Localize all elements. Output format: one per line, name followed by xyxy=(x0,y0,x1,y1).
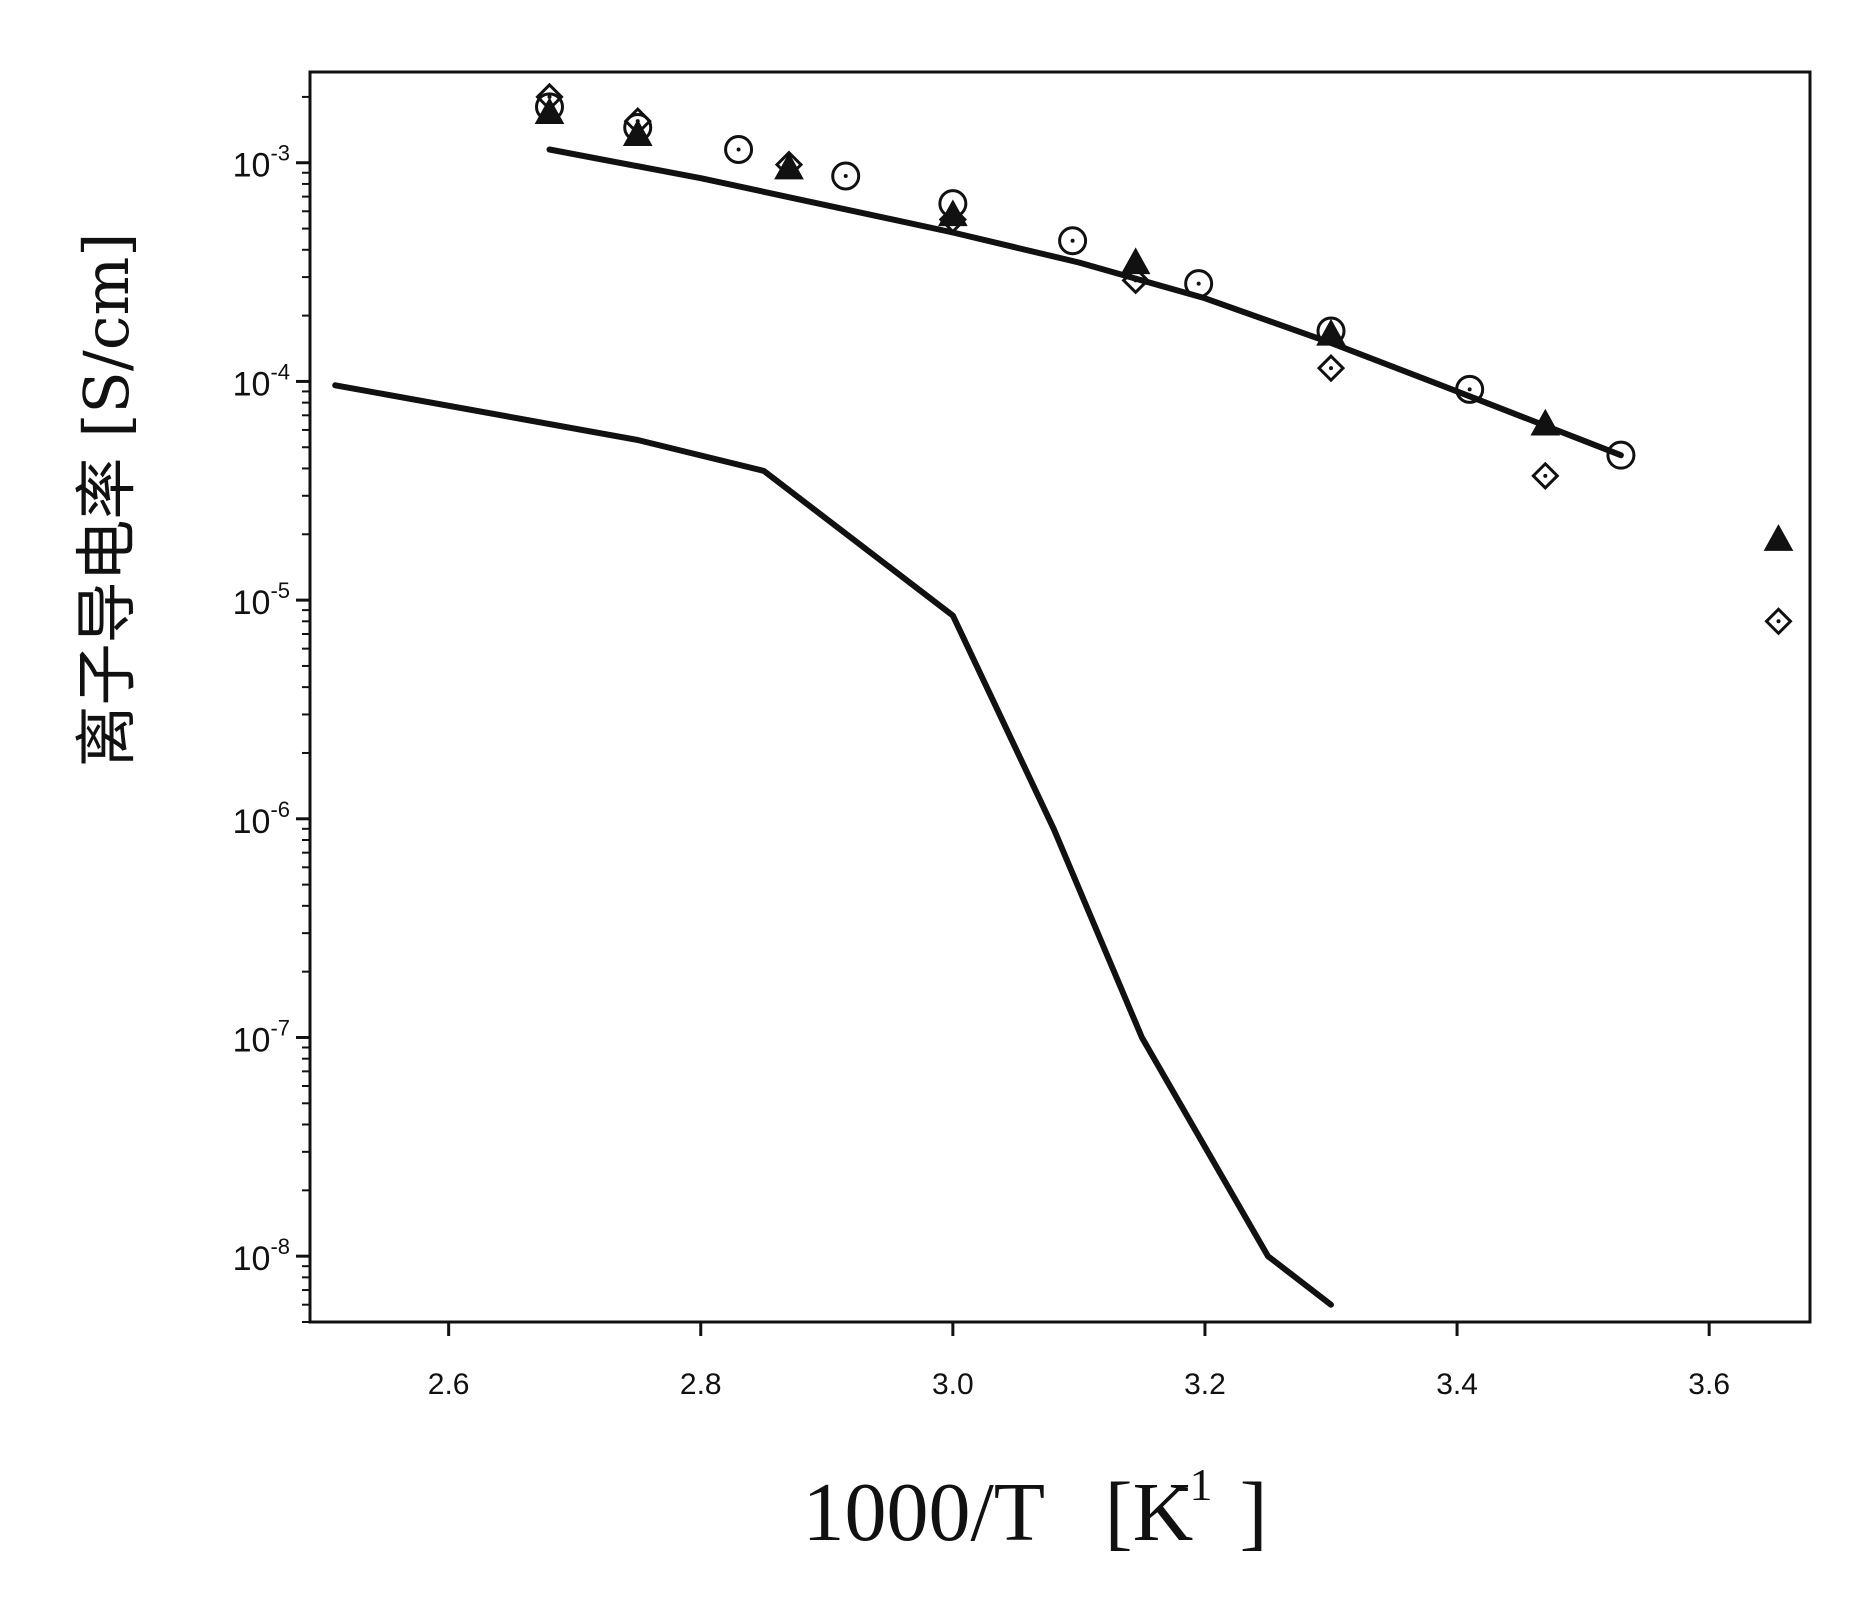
data-point-diamond-dot xyxy=(1776,619,1780,623)
y-tick-label-base: 10 xyxy=(233,584,271,622)
y-tick-label-base: 10 xyxy=(233,147,271,185)
data-point-circle-dot xyxy=(737,147,741,151)
y-tick-label: 10-4 xyxy=(233,359,290,403)
x-axis-title-unit-sup: -1 xyxy=(1174,1459,1212,1510)
data-point-diamond-dot xyxy=(547,95,551,99)
y-tick-label-exp: -5 xyxy=(270,578,290,603)
x-tick-label: 2.8 xyxy=(680,1368,722,1401)
x-axis-ticks: 2.6 2.8 3.0 3.2 3.4 3.6 xyxy=(428,1322,1730,1401)
x-tick-label: 3.0 xyxy=(932,1368,974,1401)
x-tick-label: 3.2 xyxy=(1184,1368,1226,1401)
y-tick-label-exp: -6 xyxy=(270,797,290,822)
data-point-diamond-dot xyxy=(636,119,640,123)
series-line-1 xyxy=(335,385,1331,1304)
y-tick-label: 10-3 xyxy=(233,141,290,185)
y-tick-label-exp: -3 xyxy=(270,141,290,166)
data-point-circle-dot xyxy=(1071,239,1075,243)
data-point-circle-dot xyxy=(1619,453,1623,457)
data-point-triangle xyxy=(1764,525,1792,550)
data-point-diamond-dot xyxy=(951,218,955,222)
data-point-diamond-dot xyxy=(1134,278,1138,282)
x-axis-title-main: 1000/T xyxy=(802,1466,1043,1559)
x-tick-label: 3.4 xyxy=(1436,1368,1478,1401)
y-tick-label: 10-5 xyxy=(233,578,290,622)
y-tick-label-base: 10 xyxy=(233,1021,271,1059)
y-axis-ticks: 10-310-410-510-610-710-8 xyxy=(233,141,310,1278)
data-point-circle-dot xyxy=(1197,282,1201,286)
data-point-diamond-dot xyxy=(787,163,791,167)
x-tick-label: 2.6 xyxy=(428,1368,470,1401)
series-line-0 xyxy=(550,150,1621,456)
y-tick-label: 10-7 xyxy=(233,1015,290,1059)
x-axis-title: 1000/T [K -1 ] xyxy=(802,1426,1267,1559)
y-tick-label-base: 10 xyxy=(233,803,271,841)
data-point-diamond-dot xyxy=(1543,474,1547,478)
x-axis-title-unit-close: ] xyxy=(1240,1466,1268,1559)
y-axis-title: 离子导电率 [S/cm] xyxy=(70,233,143,768)
y-tick-label-exp: -8 xyxy=(270,1234,290,1259)
y-tick-label: 10-6 xyxy=(233,797,290,841)
y-tick-label-base: 10 xyxy=(233,365,271,403)
data-point-circle-dot xyxy=(844,174,848,178)
x-tick-label: 3.6 xyxy=(1688,1368,1730,1401)
y-tick-label-base: 10 xyxy=(233,1240,271,1278)
series-layer xyxy=(335,85,1792,1305)
data-point-diamond-dot xyxy=(1329,366,1333,370)
data-point-circle-dot xyxy=(1468,387,1472,391)
y-tick-label-exp: -7 xyxy=(270,1015,290,1040)
y-tick-label-exp: -4 xyxy=(270,359,290,384)
y-tick-label: 10-8 xyxy=(233,1234,290,1278)
